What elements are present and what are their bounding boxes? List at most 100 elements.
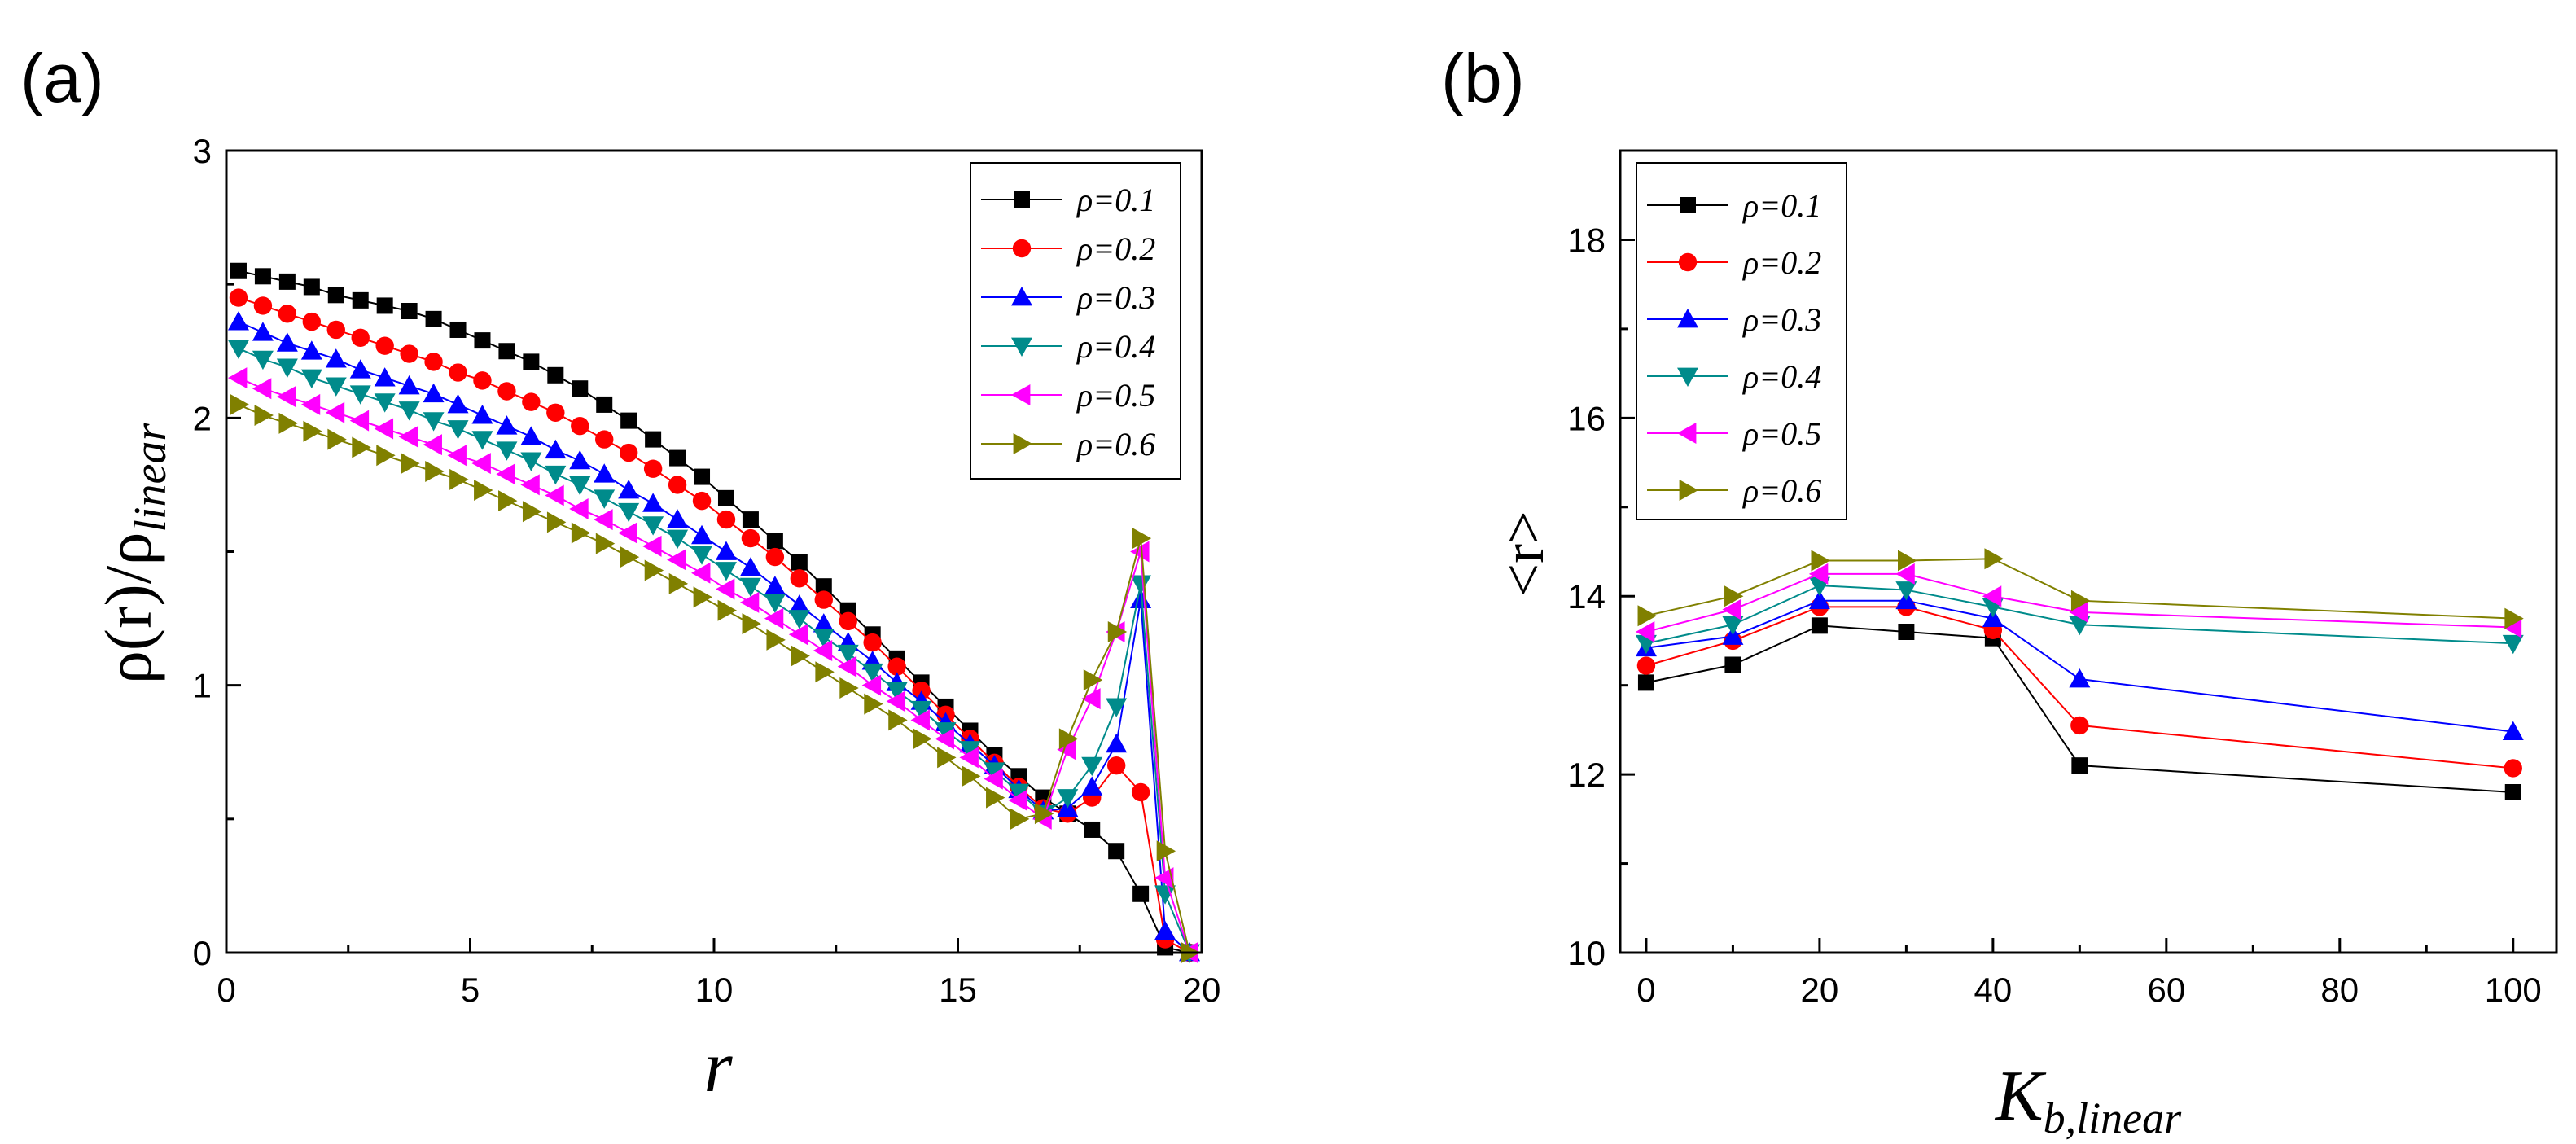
- x-tick-label: 20: [1183, 971, 1221, 1009]
- data-point-rho-02: [230, 288, 248, 306]
- data-point-rho-03: [252, 322, 274, 340]
- data-point-rho-06: [888, 709, 907, 730]
- data-point-rho-06: [255, 405, 274, 426]
- data-point-rho-03: [1081, 776, 1102, 795]
- data-point-rho-06: [230, 394, 249, 415]
- y-tick-label: 18: [1567, 221, 1606, 259]
- data-point-rho-03: [471, 405, 493, 423]
- data-point-rho-02: [375, 336, 393, 354]
- data-point-rho-02: [571, 417, 589, 435]
- data-point-rho-01: [620, 413, 637, 429]
- data-point-rho-01: [791, 554, 808, 571]
- data-point-rho-06: [278, 413, 297, 434]
- y-tick-label: 14: [1567, 577, 1606, 616]
- data-point-rho-02: [863, 633, 881, 651]
- legend-marker-rho-01: [1680, 197, 1696, 213]
- data-point-rho-01: [498, 343, 515, 359]
- data-point-rho-02: [815, 590, 833, 608]
- data-point-rho-02: [595, 430, 613, 448]
- data-point-rho-04: [301, 370, 322, 388]
- data-point-rho-02: [352, 329, 370, 347]
- data-point-rho-05: [569, 498, 588, 519]
- data-point-rho-03: [716, 541, 737, 560]
- x-tick-label: 5: [461, 971, 480, 1009]
- data-point-rho-03: [301, 340, 322, 359]
- data-point-rho-03: [618, 480, 639, 498]
- data-point-rho-02: [449, 363, 467, 381]
- legend-label-rho-06: ρ=0.6: [1741, 472, 1821, 509]
- legend-label-rho-03: ρ=0.3: [1741, 301, 1821, 338]
- data-point-rho-06: [547, 511, 566, 533]
- data-point-rho-06: [743, 613, 761, 634]
- data-point-rho-05: [423, 434, 442, 455]
- data-point-rho-01: [767, 533, 783, 549]
- panel-b-label: (b): [1441, 40, 1525, 116]
- data-point-rho-03: [545, 440, 566, 458]
- panel-a-y-axis-label-main: ρ(r)/ρ: [91, 533, 165, 685]
- data-point-rho-06: [474, 480, 493, 501]
- data-point-rho-03: [277, 332, 298, 351]
- panel-a-x-axis-label: r: [703, 1027, 733, 1107]
- data-point-rho-05: [399, 426, 418, 447]
- legend-label-rho-06: ρ=0.6: [1076, 426, 1155, 462]
- data-point-rho-02: [2070, 717, 2088, 734]
- data-point-rho-05: [642, 536, 661, 557]
- data-point-rho-06: [937, 747, 956, 768]
- data-point-rho-01: [1724, 656, 1741, 673]
- data-point-rho-03: [448, 394, 469, 413]
- data-point-rho-06: [1984, 548, 2003, 569]
- data-point-rho-05: [301, 394, 320, 415]
- x-tick-label: 0: [217, 971, 235, 1009]
- data-point-rho-04: [594, 489, 615, 508]
- legend-label-rho-05: ρ=0.5: [1741, 415, 1821, 452]
- data-point-rho-05: [277, 386, 296, 407]
- panel-b-marks: [1636, 548, 2524, 800]
- x-tick-label: 100: [2485, 971, 2542, 1009]
- data-point-rho-06: [694, 586, 712, 607]
- data-point-rho-04: [1106, 699, 1127, 717]
- data-point-rho-02: [742, 529, 760, 547]
- data-point-rho-02: [620, 444, 637, 462]
- y-tick-label: 2: [193, 399, 212, 437]
- data-point-rho-04: [399, 401, 420, 420]
- legend-label-rho-02: ρ=0.2: [1741, 244, 1821, 281]
- data-point-rho-02: [522, 392, 540, 410]
- data-point-rho-01: [645, 432, 661, 448]
- data-point-rho-02: [1132, 783, 1150, 801]
- data-point-rho-01: [1084, 822, 1100, 838]
- data-point-rho-06: [718, 600, 737, 621]
- data-point-rho-03: [496, 415, 517, 434]
- data-point-rho-04: [448, 420, 469, 439]
- data-point-rho-06: [523, 501, 541, 522]
- data-point-rho-06: [669, 573, 688, 594]
- data-point-rho-02: [1637, 656, 1655, 674]
- data-point-rho-02: [717, 511, 735, 528]
- data-point-rho-02: [791, 569, 808, 587]
- data-point-rho-01: [743, 511, 759, 528]
- data-point-rho-03: [764, 576, 786, 594]
- data-point-rho-01: [1638, 674, 1654, 690]
- data-point-rho-05: [375, 418, 393, 439]
- data-point-rho-03: [642, 493, 664, 511]
- data-point-rho-06: [498, 490, 517, 511]
- data-point-rho-05: [691, 563, 710, 584]
- data-point-rho-05: [520, 474, 539, 495]
- data-point-rho-03: [594, 463, 615, 482]
- figure: (a) 0 5 10 15 200123 ρ=0.1ρ=0.2ρ=0.3ρ=0.4ρ=0…: [0, 0, 2576, 1144]
- data-point-rho-03: [350, 359, 371, 378]
- data-point-rho-04: [228, 340, 249, 359]
- x-tick-label: 10: [695, 971, 734, 1009]
- data-point-rho-06: [815, 661, 834, 682]
- panel-b-chart: (b) 0 20 40 60 80 1001012141618 ρ=0.1ρ=0.2ρ=0…: [1441, 40, 2556, 1142]
- data-point-rho-01: [377, 297, 393, 313]
- data-point-rho-01: [1812, 617, 1828, 633]
- data-point-rho-04: [471, 431, 493, 449]
- data-point-rho-05: [326, 402, 344, 423]
- data-point-rho-06: [1084, 669, 1102, 690]
- data-point-rho-01: [523, 353, 539, 370]
- data-point-rho-03: [1106, 734, 1127, 752]
- data-point-rho-02: [766, 548, 784, 566]
- data-point-rho-06: [401, 453, 419, 474]
- data-point-rho-06: [620, 546, 639, 568]
- data-point-rho-04: [252, 351, 274, 370]
